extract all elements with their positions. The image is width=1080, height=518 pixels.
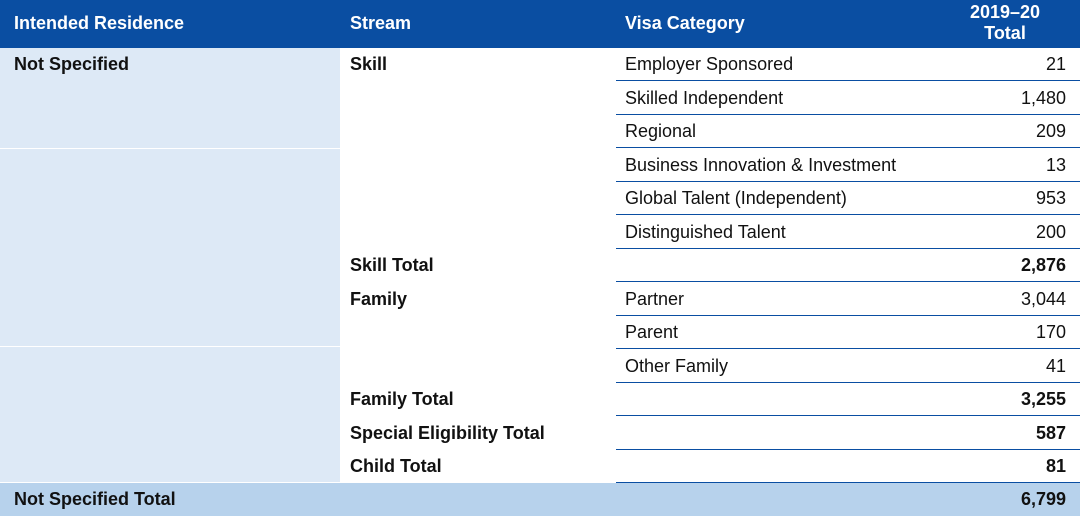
row-total-value: 21 (1045, 54, 1066, 74)
header-visa-category: Visa Category (625, 13, 745, 33)
row-visa-category: Distinguished Talent (625, 221, 786, 242)
row-visa-category: Business Innovation & Investment (625, 154, 897, 175)
table-row: Regional 209 (0, 115, 1080, 148)
row-visa-category: Other Family (625, 355, 729, 376)
row-divider (616, 214, 1080, 215)
row-divider (616, 147, 1080, 148)
row-divider (616, 381, 1080, 383)
table-row: Business Innovation & Investment 13 (0, 149, 1080, 182)
row-visa-category: Regional (625, 121, 697, 141)
row-divider (616, 247, 1080, 249)
row-total-value: 3,044 (1020, 288, 1066, 309)
table-row: Parent 170 (0, 316, 1080, 349)
residence-name: Not Specified (14, 54, 130, 74)
row-stream: Skill (350, 54, 388, 74)
row-visa-category: Employer Sponsored (625, 54, 794, 74)
table-row: Skill Total 2,876 (0, 249, 1080, 282)
grand-total-row: Not Specified Total 6,799 (0, 483, 1080, 516)
row-total-value: 953 (1035, 188, 1066, 208)
table-row: Other Family 41 (0, 350, 1080, 383)
row-stream: Skill Total (350, 255, 434, 275)
row-stream: Family (350, 288, 408, 309)
row-stream: Special Eligibility Total (350, 422, 545, 443)
row-divider (616, 482, 1080, 483)
row-divider (616, 80, 1080, 81)
row-total-value: 200 (1035, 221, 1066, 242)
row-divider (616, 113, 1080, 115)
row-total-value: 81 (1045, 456, 1066, 476)
row-total-value: 2,876 (1020, 255, 1066, 275)
grand-total-value: 6,799 (1020, 489, 1066, 509)
residence-col-bg (0, 347, 340, 482)
header-total-year: 2019–20 (969, 2, 1041, 22)
row-visa-category: Skilled Independent (625, 87, 784, 108)
table-row: Family Partner 3,044 (0, 283, 1080, 316)
residence-col-bg (0, 48, 340, 148)
row-stream: Child Total (350, 456, 442, 476)
header-total-label: Total (984, 23, 1026, 43)
header-intended-residence: Intended Residence (14, 13, 185, 33)
row-total-value: 170 (1035, 322, 1066, 342)
row-visa-category: Global Talent (Independent) (625, 188, 847, 208)
header-stream: Stream (350, 13, 412, 33)
row-divider (616, 314, 1080, 316)
header-total: 2019–20 Total (960, 2, 1050, 44)
table-row: Special Eligibility Total 587 (0, 417, 1080, 450)
residence-col-bg (0, 149, 340, 346)
row-divider (616, 281, 1080, 282)
table-row: Family Total 3,255 (0, 383, 1080, 416)
row-total-value: 3,255 (1020, 389, 1066, 409)
row-total-value: 13 (1045, 154, 1066, 175)
row-stream: Family Total (350, 389, 454, 409)
table-row: Distinguished Talent 200 (0, 216, 1080, 249)
grand-total-label: Not Specified Total (14, 489, 176, 509)
row-total-value: 41 (1045, 355, 1066, 376)
row-total-value: 209 (1035, 121, 1066, 141)
row-visa-category: Partner (625, 288, 685, 309)
table-row: Child Total 81 (0, 450, 1080, 483)
row-total-value: 587 (1035, 422, 1066, 443)
row-divider (616, 180, 1080, 182)
row-divider (616, 348, 1080, 349)
row-visa-category: Parent (625, 322, 679, 342)
table-row: Skill Employer Sponsored 21 (0, 48, 1080, 81)
table-row: Skilled Independent 1,480 (0, 82, 1080, 115)
row-total-value: 1,480 (1020, 87, 1066, 108)
row-divider (616, 415, 1080, 416)
row-divider (616, 448, 1080, 450)
table-row: Global Talent (Independent) 953 (0, 182, 1080, 215)
table-header: Intended Residence Stream Visa Category … (0, 0, 1080, 48)
